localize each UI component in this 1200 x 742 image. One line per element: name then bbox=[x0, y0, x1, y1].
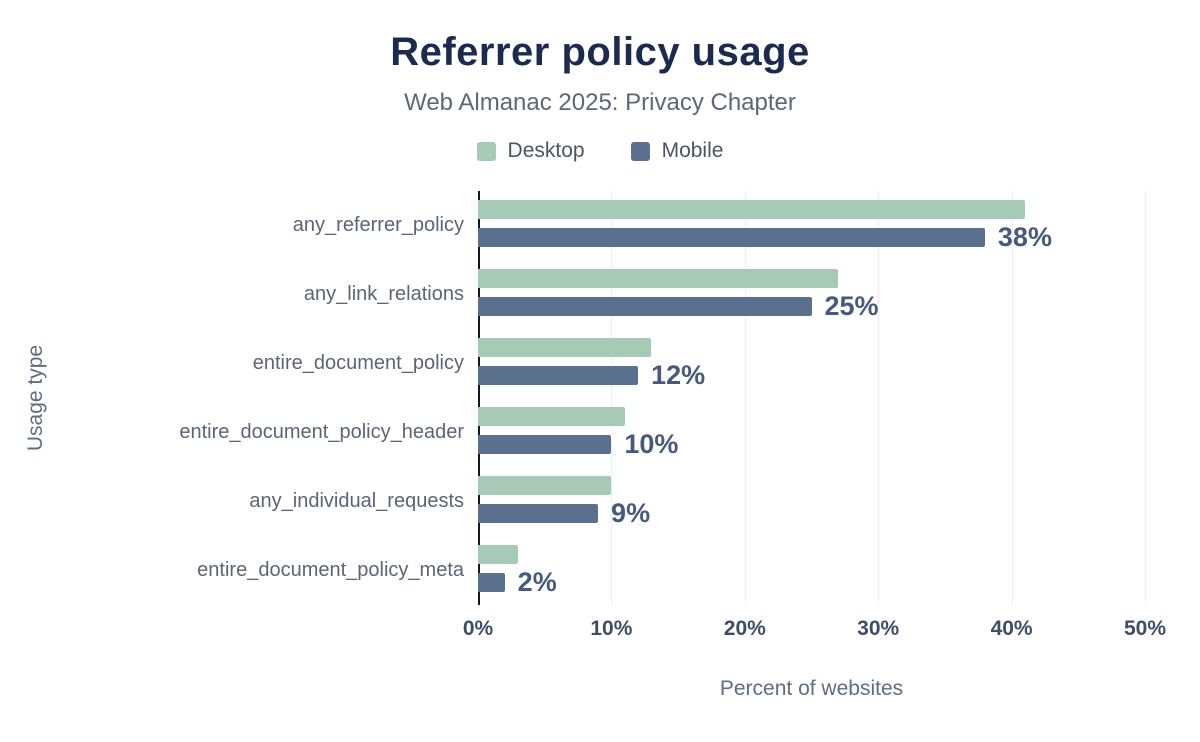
category-label: entire_document_policy bbox=[252, 352, 464, 374]
gridline bbox=[878, 191, 880, 605]
x-tick-label: 10% bbox=[590, 617, 633, 640]
legend-item-mobile: Mobile bbox=[630, 139, 724, 163]
gridline bbox=[1145, 191, 1146, 605]
bar-group: 2% bbox=[478, 536, 1145, 605]
bar-group: 12% bbox=[478, 329, 1145, 398]
x-axis-title: Percent of websites bbox=[719, 677, 904, 700]
mobile-bar bbox=[478, 435, 612, 454]
mobile-bar-row: 38% bbox=[478, 224, 1145, 251]
legend-label-mobile: Mobile bbox=[661, 139, 724, 162]
category-label: any_link_relations bbox=[303, 283, 464, 305]
mobile-swatch-icon bbox=[630, 141, 650, 161]
mobile-bar bbox=[478, 297, 812, 316]
mobile-bar-row: 2% bbox=[478, 569, 1145, 596]
x-tick-label: 40% bbox=[990, 617, 1033, 640]
legend-label-desktop: Desktop bbox=[507, 139, 585, 162]
chart-title: Referrer policy usage bbox=[390, 30, 810, 74]
plot-column: 38% 25% 12% 10% 9% 2% 0% 10% 20% 30% 40% 50% Perce… bbox=[463, 191, 1166, 701]
gridline bbox=[1011, 191, 1013, 605]
category-label: entire_document_policy_header bbox=[179, 421, 464, 443]
value-label: 9% bbox=[611, 498, 651, 528]
desktop-swatch-icon bbox=[476, 141, 496, 161]
x-tick-label: 50% bbox=[1123, 617, 1167, 640]
gridline bbox=[611, 191, 613, 605]
value-label: 38% bbox=[997, 222, 1052, 252]
mobile-bar bbox=[478, 504, 599, 523]
value-label: 10% bbox=[624, 429, 679, 459]
plot-area: 38% 25% 12% 10% 9% 2% bbox=[478, 191, 1146, 605]
x-tick-label: 20% bbox=[723, 617, 766, 640]
mobile-bar-row: 25% bbox=[478, 293, 1145, 320]
legend-item-desktop: Desktop bbox=[476, 139, 585, 163]
bar-group: 38% bbox=[478, 191, 1145, 260]
category-label: entire_document_policy_meta bbox=[197, 559, 464, 581]
legend: Desktop Mobile bbox=[0, 139, 1200, 163]
value-label: 2% bbox=[517, 567, 557, 597]
y-axis-title-column: Usage type bbox=[0, 191, 72, 605]
category-label: any_referrer_policy bbox=[292, 214, 464, 236]
x-axis-ticks: 0% 10% 20% 30% 40% 50% bbox=[463, 613, 1166, 649]
desktop-bar bbox=[478, 200, 1025, 219]
mobile-bar-row: 10% bbox=[478, 431, 1145, 458]
y-axis-title: Usage type bbox=[24, 344, 48, 452]
gridline bbox=[744, 191, 746, 605]
value-label: 12% bbox=[651, 360, 706, 390]
mobile-bar bbox=[478, 573, 505, 592]
mobile-bar-row: 12% bbox=[478, 362, 1145, 389]
mobile-bar bbox=[478, 366, 639, 385]
bar-group: 9% bbox=[478, 467, 1145, 536]
desktop-bar bbox=[478, 476, 612, 495]
bar-group: 10% bbox=[478, 398, 1145, 467]
desktop-bar bbox=[478, 545, 519, 564]
y-axis-line bbox=[478, 191, 480, 605]
desktop-bar bbox=[478, 338, 652, 357]
value-label: 25% bbox=[824, 291, 879, 321]
desktop-bar bbox=[478, 269, 839, 288]
chart-area: Usage type any_referrer_policy any_link_r… bbox=[0, 191, 1200, 701]
mobile-bar bbox=[478, 228, 985, 247]
bar-group: 25% bbox=[478, 260, 1145, 329]
x-tick-label: 30% bbox=[857, 617, 900, 640]
grid-layer bbox=[478, 191, 1146, 605]
mobile-bar-row: 9% bbox=[478, 500, 1145, 527]
chart-subtitle: Web Almanac 2025: Privacy Chapter bbox=[404, 89, 796, 116]
x-tick-label: 0% bbox=[462, 617, 494, 640]
bar-groups: 38% 25% 12% 10% 9% 2% bbox=[478, 191, 1145, 605]
desktop-bar bbox=[478, 407, 625, 426]
category-label: any_individual_requests bbox=[249, 490, 464, 512]
